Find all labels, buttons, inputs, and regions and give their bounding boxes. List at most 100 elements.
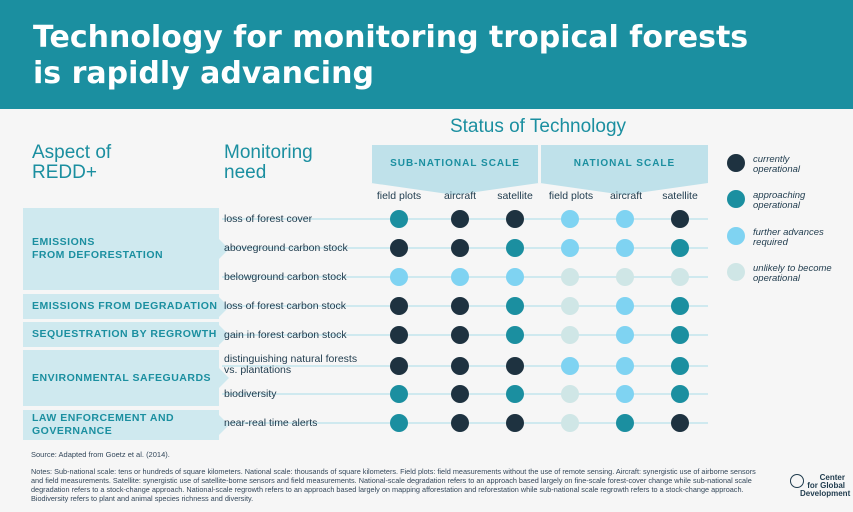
aspect-label-line: EMISSIONS FROM DEGRADATION: [32, 300, 218, 312]
status-dot-unlikely: [561, 414, 579, 432]
status-dot-unlikely: [616, 268, 634, 286]
column-label-field-plots-nat: field plots: [548, 190, 594, 202]
status-dot-approaching: [506, 297, 524, 315]
status-dot-approaching: [671, 326, 689, 344]
logo-text: Center for Global Development: [800, 473, 851, 498]
aspect-header-line: REDD+: [32, 162, 97, 183]
legend-dot-approaching: [727, 190, 745, 208]
legend-text-line: unlikely to become: [753, 263, 832, 274]
legend-dot-unlikely: [727, 263, 745, 281]
status-dot-current: [451, 326, 469, 344]
legend-label-current: currently operational: [753, 155, 848, 175]
status-dot-further: [616, 210, 634, 228]
status-dot-further: [561, 357, 579, 375]
status-dot-approaching: [506, 239, 524, 257]
status-dot-current: [506, 210, 524, 228]
aspect-header: Aspect of REDD+: [32, 143, 111, 183]
need-biodiversity: biodiversity: [224, 388, 277, 400]
logo-text-line: for Global: [807, 481, 845, 490]
status-dot-further: [561, 210, 579, 228]
status-dot-unlikely: [561, 326, 579, 344]
need-header-line: Monitoring: [224, 142, 313, 163]
aspect-label-line: ENVIRONMENTAL SAFEGUARDS: [32, 371, 212, 384]
aspect-label-line: GOVERNANCE: [32, 425, 113, 437]
status-dot-further: [390, 268, 408, 286]
status-dot-approaching: [671, 357, 689, 375]
status-dot-approaching: [616, 414, 634, 432]
aspect-sequestration-regrowth: SEQUESTRATION BY REGROWTH: [23, 322, 229, 347]
legend-text-line: operational: [753, 200, 801, 211]
status-title: Status of Technology: [449, 116, 627, 137]
sub-national-scale-arrow: [371, 183, 539, 195]
status-dot-further: [616, 357, 634, 375]
status-dot-further: [561, 239, 579, 257]
status-dot-current: [390, 297, 408, 315]
column-label-aircraft-nat: aircraft: [609, 190, 643, 202]
legend-dot-current: [727, 154, 745, 172]
legend-text-line: operational: [753, 164, 801, 175]
legend-text-line: approaching: [753, 190, 806, 201]
notes: Notes: Sub-national scale: tens or hundr…: [31, 467, 756, 503]
cgd-logo: Center for Global Development: [790, 473, 851, 506]
aspect-emissions-deforestation: EMISSIONS FROM DEFORESTATION: [23, 208, 229, 290]
aspect-law-enforcement: LAW ENFORCEMENT AND GOVERNANCE: [23, 410, 229, 440]
aspect-label-line: FROM DEFORESTATION: [32, 249, 164, 261]
national-scale-arrow: [540, 183, 708, 195]
need-line: distinguishing natural forests: [224, 353, 358, 365]
globe-icon: [790, 474, 804, 488]
aspect-label-line: EMISSIONS: [32, 236, 95, 248]
status-dot-current: [451, 414, 469, 432]
status-dot-current: [390, 357, 408, 375]
legend-text-line: operational: [753, 273, 801, 284]
need-aboveground-carbon: aboveground carbon stock: [224, 242, 348, 254]
legend-text-line: currently: [753, 154, 790, 165]
status-dot-current: [671, 414, 689, 432]
column-label-aircraft-sub: aircraft: [443, 190, 477, 202]
column-label-field-plots-sub: field plots: [376, 190, 422, 202]
status-dot-current: [451, 210, 469, 228]
status-dot-further: [616, 385, 634, 403]
legend-label-further: further advances required: [753, 228, 848, 248]
need-line: vs. plantations: [224, 364, 292, 376]
status-dot-approaching: [671, 297, 689, 315]
title-line-2: is rapidly advancing: [33, 56, 374, 91]
aspect-label-line: SEQUESTRATION BY REGROWTH: [32, 328, 217, 340]
legend-label-unlikely: unlikely to become operational: [753, 264, 848, 284]
logo-text-line: Center: [819, 473, 845, 482]
logo-text-line: Development: [800, 489, 851, 498]
status-dot-current: [390, 239, 408, 257]
status-dot-approaching: [506, 385, 524, 403]
status-dot-further: [616, 326, 634, 344]
aspect-emissions-degradation: EMISSIONS FROM DEGRADATION: [23, 294, 229, 319]
status-dot-approaching: [390, 385, 408, 403]
national-scale-header: NATIONAL SCALE: [541, 145, 708, 183]
legend-text-line: required: [753, 237, 788, 248]
need-loss-forest-cover: loss of forest cover: [224, 213, 313, 225]
status-dot-current: [451, 239, 469, 257]
status-dot-approaching: [671, 385, 689, 403]
status-dot-unlikely: [561, 385, 579, 403]
legend-text-line: further advances: [753, 227, 824, 238]
status-dot-current: [506, 414, 524, 432]
need-loss-forest-carbon: loss of forest carbon stock: [224, 300, 346, 312]
status-dot-approaching: [671, 239, 689, 257]
column-label-satellite-sub: satellite: [497, 190, 533, 202]
column-label-satellite-nat: satellite: [662, 190, 698, 202]
source-note: Source: Adapted from Goetz et al. (2014)…: [31, 450, 170, 459]
status-dot-unlikely: [561, 297, 579, 315]
need-header-line: need: [224, 162, 267, 183]
need-belowground-carbon: belowground carbon stock: [224, 271, 347, 283]
status-dot-approaching: [506, 326, 524, 344]
status-dot-approaching: [390, 210, 408, 228]
need-gain-forest-carbon: gain in forest carbon stock: [224, 329, 347, 341]
status-dot-current: [451, 385, 469, 403]
legend-dot-further: [727, 227, 745, 245]
status-dot-current: [506, 357, 524, 375]
status-dot-further: [506, 268, 524, 286]
title-banner: Technology for monitoring tropical fores…: [0, 0, 853, 109]
legend-label-approaching: approaching operational: [753, 191, 848, 211]
status-dot-current: [390, 326, 408, 344]
need-near-real-time-alerts: near-real time alerts: [224, 417, 318, 429]
aspect-header-line: Aspect of: [32, 142, 112, 163]
status-dot-further: [616, 297, 634, 315]
